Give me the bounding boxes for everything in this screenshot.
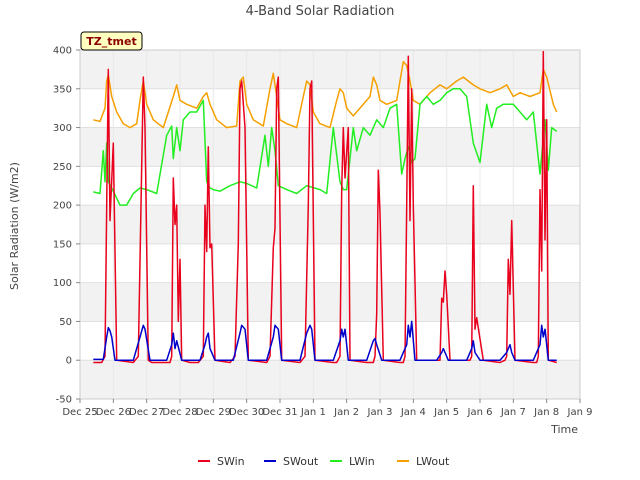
y-tick-label: 350 <box>53 84 72 95</box>
series-line-lwin <box>93 88 558 206</box>
plot-band <box>80 360 580 399</box>
y-tick-label: 400 <box>53 46 72 57</box>
x-tick-label: Dec 26 <box>96 407 131 418</box>
x-tick-label: Dec 27 <box>129 407 164 418</box>
x-tick-label: Dec 29 <box>196 407 231 418</box>
legend-label-swin: SWin <box>217 455 245 468</box>
tz-badge-box <box>80 31 143 51</box>
x-tick-label: Jan 9 <box>567 407 593 418</box>
x-tick-label: Jan 5 <box>433 407 459 418</box>
x-tick-label: Jan 1 <box>300 407 326 418</box>
y-tick-label: 250 <box>53 162 72 173</box>
x-tick-label: Jan 8 <box>533 407 559 418</box>
legend-label-swout: SWout <box>283 455 319 468</box>
y-tick-label: 50 <box>59 317 72 328</box>
plot-background-bands <box>80 50 580 399</box>
x-tick-label: Dec 28 <box>162 407 197 418</box>
x-tick-label: Dec 31 <box>262 407 297 418</box>
x-tick-label: Dec 25 <box>62 407 97 418</box>
y-tick-label: 300 <box>53 123 72 134</box>
x-tick-label: Jan 2 <box>333 407 359 418</box>
x-tick-label: Dec 30 <box>229 407 264 418</box>
legend: SWin SWout LWin LWout <box>198 455 450 468</box>
y-axis-ticks: -50 0 50 100 150 200 250 300 350 400 <box>53 46 80 406</box>
y-tick-label: 0 <box>66 356 72 367</box>
series-layer <box>93 50 558 364</box>
series-line-swin <box>93 50 557 364</box>
x-tick-label: Jan 7 <box>500 407 526 418</box>
plot-band <box>80 282 580 322</box>
tz-badge-label: TZ_tmet <box>86 35 136 48</box>
legend-label-lwin: LWin <box>349 455 375 468</box>
x-tick-label: Jan 3 <box>367 407 393 418</box>
legend-label-lwout: LWout <box>416 455 450 468</box>
plot-area <box>79 49 581 400</box>
plot-band <box>80 205 580 244</box>
y-tick-label: -50 <box>56 395 72 406</box>
tz-badge: TZ_tmet <box>80 31 143 51</box>
y-axis-label: Solar Radiation (W/m2) <box>8 162 21 290</box>
series-line-lwout <box>93 60 558 129</box>
y-tick-label: 200 <box>53 201 72 212</box>
y-tick-label: 100 <box>53 278 72 289</box>
series-line-swout <box>93 320 557 361</box>
plot-band <box>80 50 580 89</box>
chart-title: 4-Band Solar Radiation <box>246 4 395 19</box>
y-tick-label: 150 <box>53 239 72 250</box>
x-tick-label: Jan 6 <box>467 407 493 418</box>
x-axis-label: Time <box>550 423 578 436</box>
x-tick-label: Jan 4 <box>400 407 426 418</box>
